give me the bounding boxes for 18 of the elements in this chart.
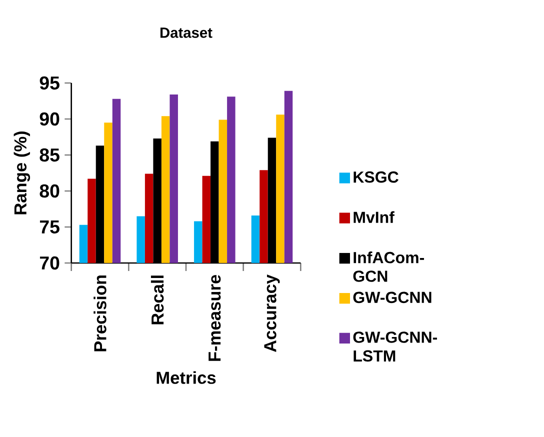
legend-label: MvInf (354, 211, 394, 223)
legend-label: KSGC (354, 171, 398, 183)
y-tick-label: 70 (40, 256, 60, 270)
y-tick-label: 85 (40, 148, 60, 162)
x-tick-label: F-measure (208, 274, 221, 361)
y-axis-title: Range (%) (14, 132, 30, 214)
x-tick-label: Recall (150, 276, 164, 324)
y-tick-label: 75 (40, 220, 60, 234)
legend-label: InfACom-GCN (353, 252, 424, 282)
y-tick-label: 80 (40, 184, 60, 198)
chart-title: Dataset (160, 28, 212, 38)
y-tick-label: 95 (40, 76, 60, 90)
x-tick-label: Precision (94, 275, 106, 352)
legend-label: GW-GCNN-LSTM (353, 332, 438, 362)
x-tick-label: Accuracy (264, 274, 280, 352)
y-tick-label: 90 (40, 112, 60, 126)
legend-label: GW-GCNN (353, 292, 432, 304)
x-axis-title: Metrics (156, 371, 216, 384)
